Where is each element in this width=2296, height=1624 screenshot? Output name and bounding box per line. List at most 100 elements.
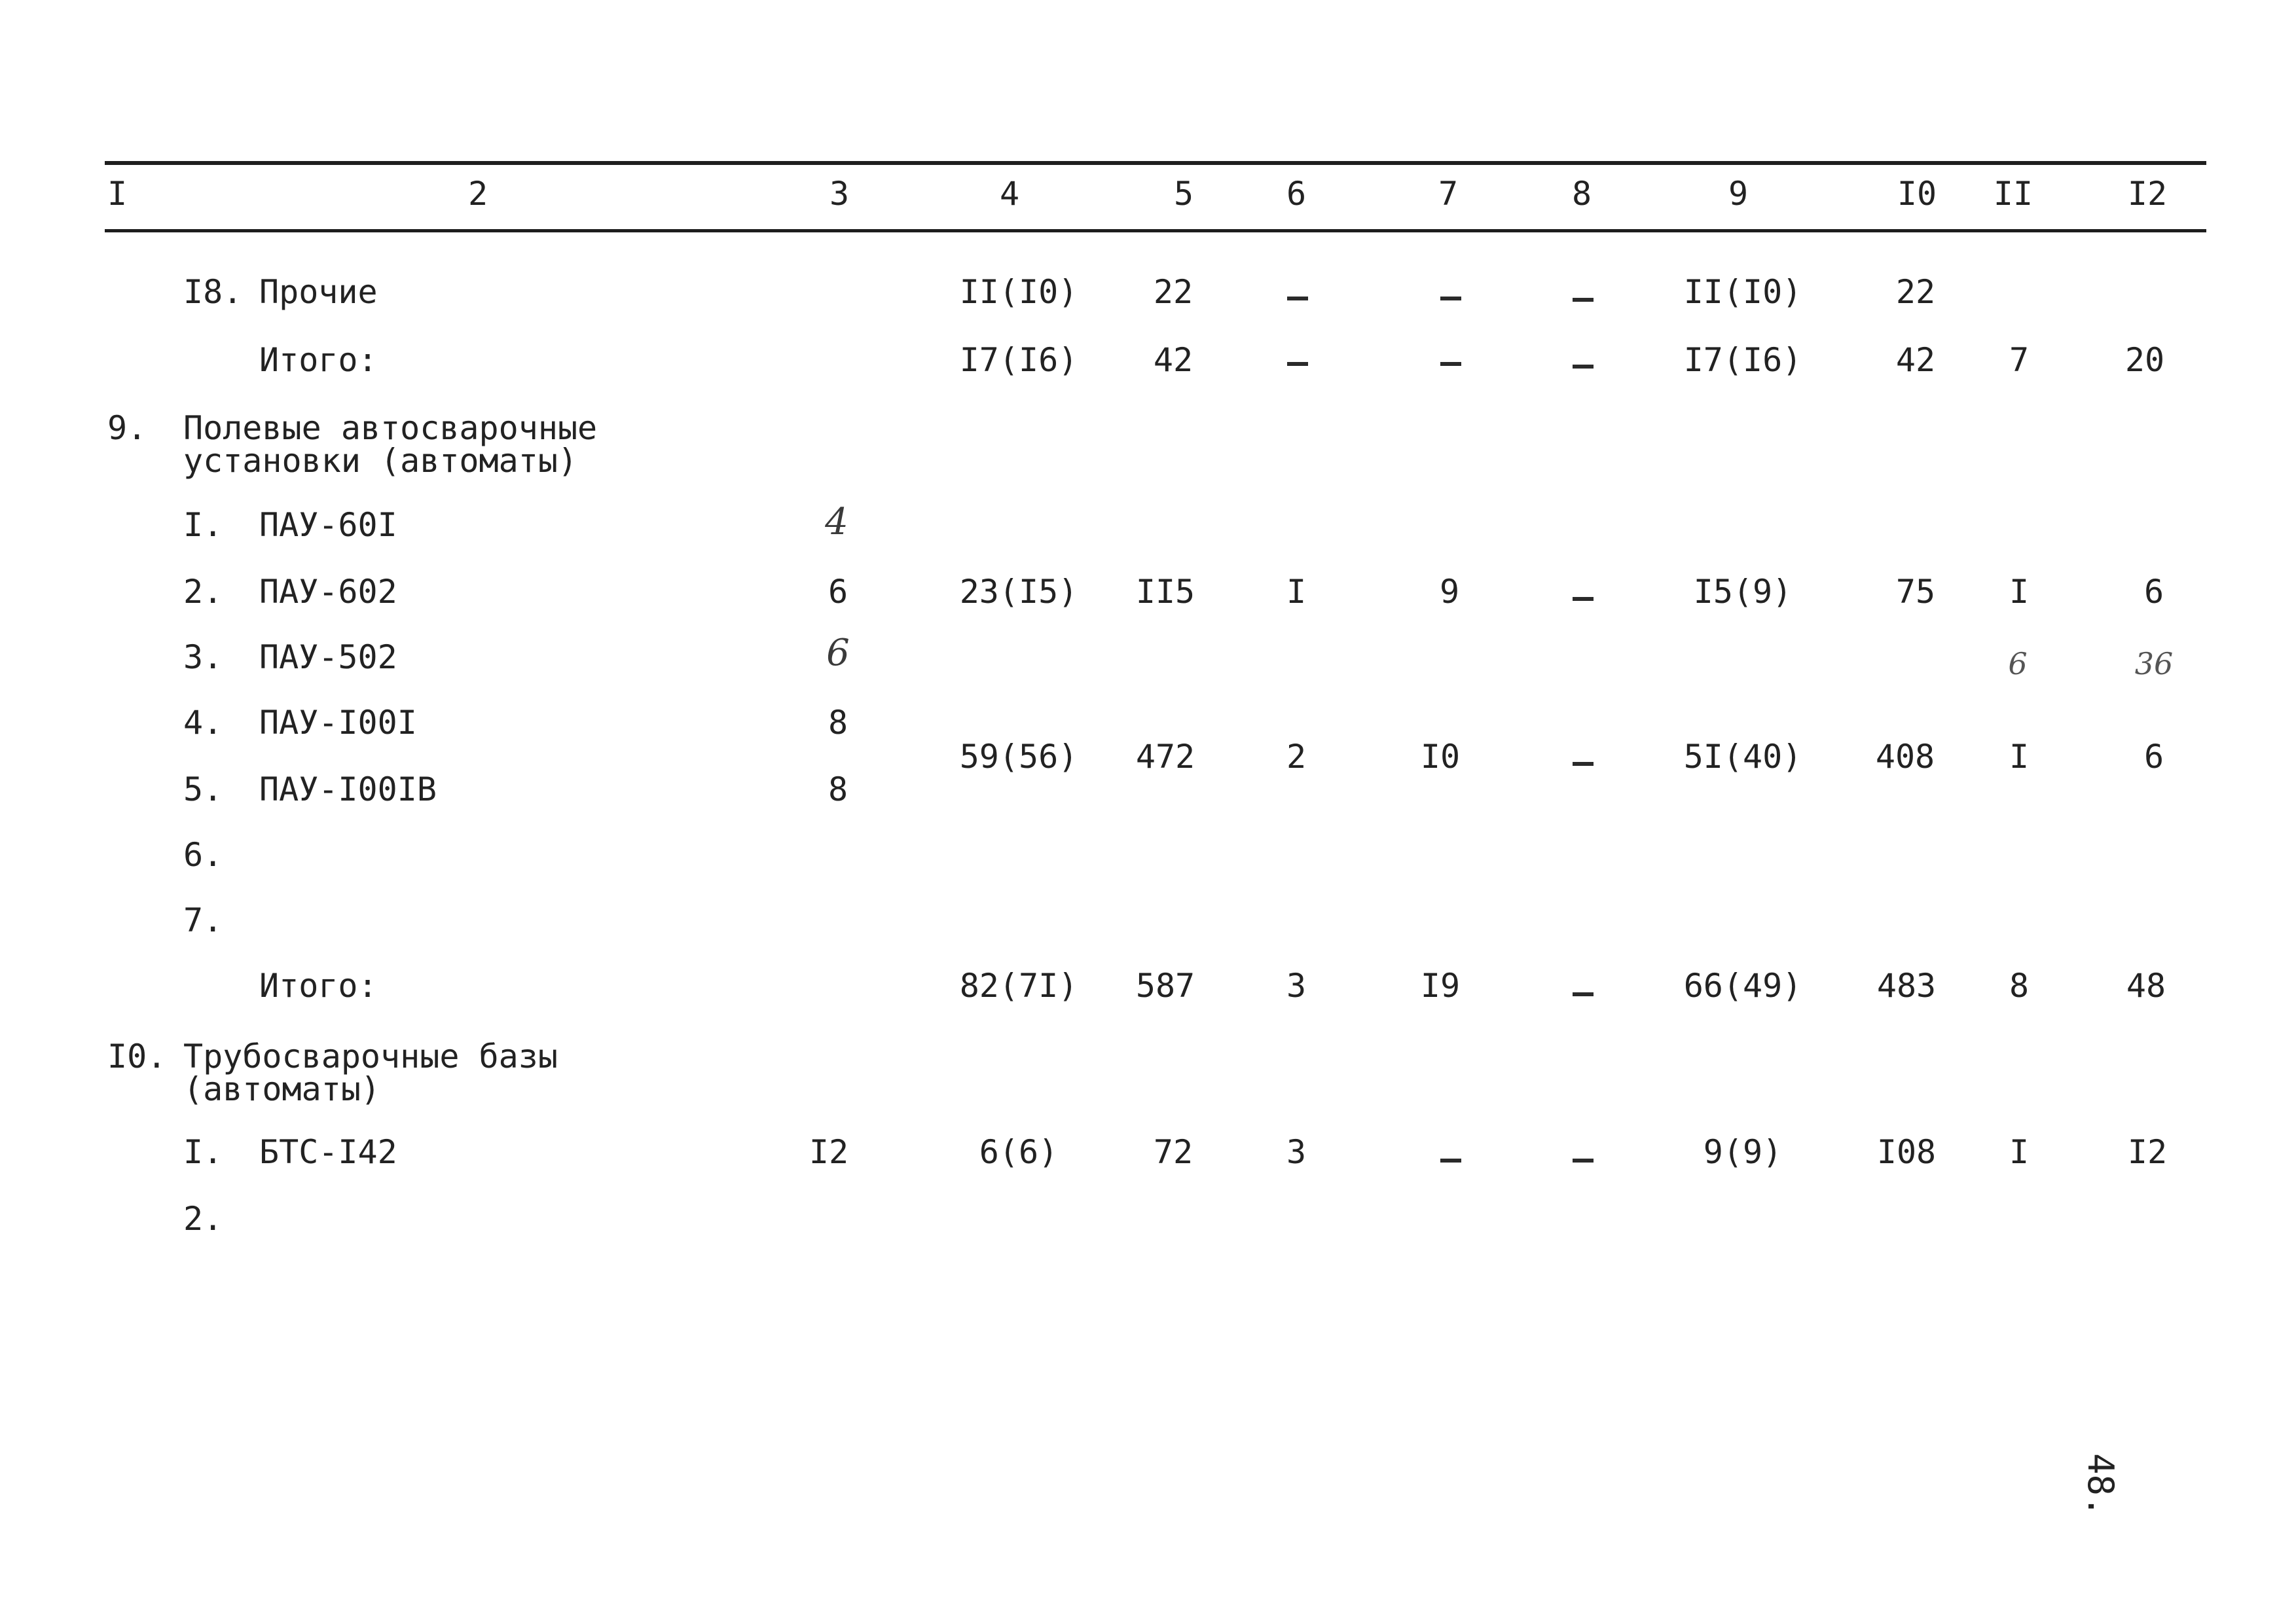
col-header-5: 5 [1173, 175, 1194, 213]
col-header-3: 3 [829, 175, 850, 213]
section-title-line2: (автоматы) [183, 1070, 381, 1108]
cell-c8-dash [1573, 992, 1594, 996]
table-header-rule [105, 229, 2206, 232]
col-header-8: 8 [1571, 175, 1592, 213]
cell-c7-dash [1440, 1159, 1461, 1163]
cell-c5: 22 [1153, 273, 1194, 311]
col-header-2: 2 [467, 175, 488, 213]
cell-c6: 3 [1286, 967, 1307, 1005]
cell-c7-dash [1440, 362, 1461, 366]
cell-c11: I [2009, 1133, 2030, 1171]
cell-c3: 6 [828, 573, 848, 611]
cell-c10: 75 [1895, 573, 1936, 611]
cell-c5: 42 [1153, 341, 1194, 379]
col-header-10: I0 [1897, 175, 1937, 213]
cell-c7: I0 [1420, 738, 1461, 776]
cell-c10: 483 [1876, 967, 1937, 1005]
cell-c7: 9 [1439, 573, 1460, 611]
row-name: Итого: [259, 341, 378, 379]
cell-c11: 7 [2009, 341, 2030, 379]
cell-c5: 472 [1135, 738, 1195, 776]
row-name: Прочие [259, 273, 378, 311]
cell-c11: I [2009, 573, 2030, 611]
cell-c8-dash [1573, 597, 1594, 601]
row-number: I8. [183, 273, 243, 311]
cell-c6: 2 [1286, 738, 1307, 776]
cell-c7: I9 [1420, 967, 1461, 1005]
table-top-rule [105, 161, 2206, 165]
row-name: ПАУ-I00IВ [259, 770, 437, 808]
cell-c10: I08 [1876, 1133, 1937, 1171]
cell-c8-dash [1573, 365, 1594, 369]
cell-c4: II(I0) [959, 273, 1078, 311]
cell-c11: I [2009, 738, 2030, 776]
row-name: ПАУ-I00I [259, 704, 417, 742]
cell-c12: 48 [2126, 967, 2166, 1005]
cell-c3: I2 [809, 1133, 849, 1171]
cell-c9: II(I0) [1683, 273, 1802, 311]
cell-c6: 3 [1286, 1133, 1307, 1171]
cell-c4: 82(7I) [959, 967, 1078, 1005]
cell-c7-dash [1440, 297, 1461, 300]
cell-c8-dash [1573, 1159, 1594, 1163]
cell-c12: I2 [2127, 1133, 2168, 1171]
section-title-line1: Полевые автосварочные [183, 409, 598, 447]
cell-c9: 5I(40) [1683, 738, 1802, 776]
cell-c12: 6 [2143, 573, 2164, 611]
row-name: Итого: [259, 967, 378, 1005]
cell-c3: 8 [828, 770, 848, 808]
cell-c10: 408 [1875, 738, 1935, 776]
cell-c10: 42 [1895, 341, 1936, 379]
page-number: 48. [2080, 1453, 2121, 1517]
cell-c12: 20 [2124, 341, 2165, 379]
cell-c5: 587 [1135, 967, 1195, 1005]
row-number: 7. [183, 901, 223, 939]
cell-c12-handwritten: 36 [2134, 646, 2174, 681]
cell-c8-dash [1573, 762, 1594, 766]
section-number: 9. [107, 409, 147, 447]
cell-c11: 8 [2009, 967, 2030, 1005]
cell-c9: I5(9) [1693, 573, 1793, 611]
cell-c5: 72 [1153, 1133, 1194, 1171]
col-header-12: I2 [2127, 175, 2168, 213]
cell-c3-handwritten: 4 [825, 501, 848, 543]
section-number: I0. [107, 1038, 167, 1075]
cell-c3: 8 [828, 704, 848, 742]
cell-c6: I [1286, 573, 1307, 611]
cell-c9: 9(9) [1703, 1133, 1783, 1171]
col-header-11: II [1993, 175, 2033, 213]
row-number: I. [183, 1133, 223, 1171]
cell-c5: II5 [1135, 573, 1195, 611]
row-name: ПАУ-602 [259, 573, 397, 611]
cell-c9: 66(49) [1683, 967, 1802, 1005]
col-header-6: 6 [1286, 175, 1307, 213]
cell-c6-dash [1287, 362, 1308, 366]
cell-c4: 23(I5) [959, 573, 1078, 611]
cell-c6-dash [1287, 297, 1308, 300]
cell-c11-handwritten: 6 [2008, 646, 2028, 681]
section-title-line2: установки (автоматы) [183, 442, 578, 480]
row-number: 3. [183, 638, 223, 676]
row-number: 5. [183, 770, 223, 808]
section-title-line1: Трубосварочные базы [183, 1038, 558, 1075]
col-header-9: 9 [1728, 175, 1749, 213]
row-name: БТС-I42 [259, 1133, 397, 1171]
col-header-7: 7 [1438, 175, 1459, 213]
row-number: 4. [183, 704, 223, 742]
cell-c8-dash [1573, 298, 1594, 302]
row-name: ПАУ-502 [259, 638, 397, 676]
row-number: I. [183, 506, 223, 544]
cell-c4: 6(6) [979, 1133, 1059, 1171]
cell-c3-handwritten: 6 [826, 632, 850, 674]
row-number: 6. [183, 836, 223, 874]
row-number: 2. [183, 1200, 223, 1238]
cell-c4: I7(I6) [959, 341, 1078, 379]
cell-c9: I7(I6) [1683, 341, 1802, 379]
cell-c10: 22 [1895, 273, 1936, 311]
cell-c4: 59(56) [959, 738, 1078, 776]
row-number: 2. [183, 573, 223, 611]
col-header-1: I [107, 175, 128, 213]
col-header-4: 4 [999, 175, 1020, 213]
cell-c12: 6 [2143, 738, 2164, 776]
